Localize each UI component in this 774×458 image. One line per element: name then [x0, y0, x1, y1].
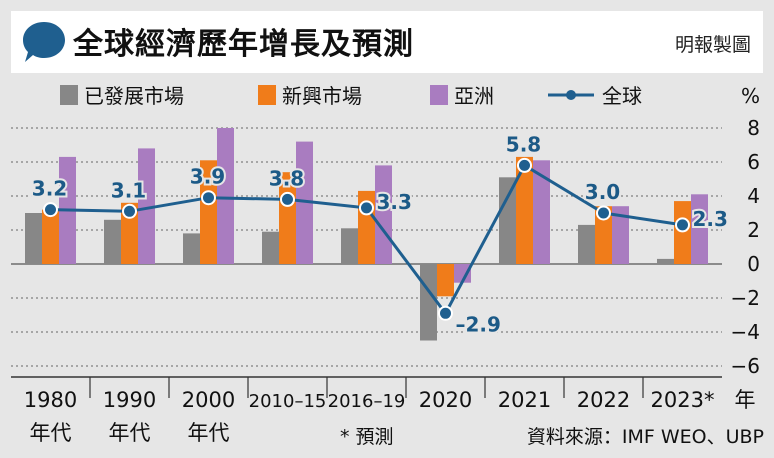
legend: 已發展市場 新興市場 亞洲 全球% — [60, 84, 760, 108]
global-point-6 — [517, 157, 532, 173]
bar-asia-5 — [454, 264, 471, 283]
bar-series — [25, 128, 708, 341]
global-point-0 — [43, 202, 58, 218]
bar-developed-2 — [183, 233, 200, 264]
x-tick-label-7: 2022 — [577, 388, 630, 412]
bar-asia-4 — [375, 165, 392, 264]
global-data-label-0: 3.2 — [32, 177, 67, 201]
x-axis-unit: 年 — [735, 388, 756, 412]
x-tick-label-6: 2021 — [498, 388, 551, 412]
global-point-7 — [596, 205, 611, 221]
x-tick-sublabel-0: 年代 — [30, 421, 72, 445]
bar-developed-4 — [341, 228, 358, 264]
global-data-label-4: 3.3 — [377, 190, 412, 214]
global-data-label-7: 3.0 — [585, 180, 620, 204]
legend-swatch-2 — [430, 85, 448, 105]
bar-developed-3 — [262, 231, 279, 264]
legend-label-2: 亞洲 — [454, 84, 494, 108]
legend-line-marker — [566, 90, 576, 100]
legend-label-0: 已發展市場 — [84, 84, 184, 108]
global-point-4 — [359, 200, 374, 216]
global-data-label-3: 3.8 — [269, 166, 304, 190]
global-data-label-8: 2.3 — [693, 207, 728, 231]
bar-emerging-2 — [200, 160, 217, 264]
chart-title: 全球經濟歷年增長及預測 — [73, 27, 414, 62]
bar-asia-3 — [296, 141, 313, 264]
bar-asia-8 — [691, 194, 708, 264]
global-point-5 — [438, 305, 453, 321]
x-tick-label-1: 1990 — [103, 388, 156, 412]
bar-emerging-7 — [595, 206, 612, 264]
bar-developed-5 — [420, 264, 437, 341]
chart-header: 全球經濟歷年增長及預測 明報製圖 — [11, 11, 763, 73]
bar-developed-6 — [499, 177, 516, 264]
global-point-1 — [122, 203, 137, 219]
x-tick-sublabel-2: 年代 — [188, 421, 230, 445]
y-tick-label-4: 0 — [747, 252, 760, 276]
legend-swatch-1 — [258, 85, 276, 105]
global-point-8 — [675, 217, 690, 233]
bar-emerging-6 — [516, 156, 533, 264]
x-tick-label-8: 2023* — [651, 388, 715, 412]
bar-asia-2 — [217, 128, 234, 264]
global-data-label-5: –2.9 — [456, 312, 501, 336]
speech-bubble-logo-icon — [23, 22, 65, 62]
graphic-credit: 明報製圖 — [674, 34, 751, 56]
bar-asia-7 — [612, 206, 629, 264]
x-tick-label-5: 2020 — [419, 388, 472, 412]
bar-emerging-0 — [42, 209, 59, 264]
bar-emerging-8 — [674, 201, 691, 264]
y-tick-label-7: −6 — [731, 354, 760, 378]
global-line-series: 3.2 3.1 3.9 3.8 3.3 –2.9 5.8 3.0 2.3 — [30, 130, 730, 338]
bar-developed-8 — [657, 258, 674, 264]
y-axis: 8 6 4 2 0 −2 −4 −6 — [731, 116, 760, 378]
y-tick-label-3: 2 — [747, 218, 760, 242]
legend-label-global: 全球 — [602, 84, 642, 108]
bar-emerging-5 — [437, 264, 454, 297]
forecast-note: * 預測 — [340, 426, 394, 448]
legend-swatch-0 — [60, 85, 78, 105]
bar-asia-6 — [533, 160, 550, 264]
x-tick-label-2: 2000 — [182, 388, 235, 412]
y-tick-label-1: 6 — [747, 150, 760, 174]
x-tick-label-3: 2010–15 — [249, 391, 327, 412]
x-axis: 1980 年代 1990 年代 2000 年代 2010–15 2016–19 2020 2021… — [11, 376, 756, 445]
bar-asia-1 — [138, 148, 155, 264]
legend-label-1: 新興市場 — [282, 84, 362, 108]
bar-emerging-1 — [121, 202, 138, 264]
y-tick-label-2: 4 — [747, 184, 760, 208]
bar-developed-7 — [578, 224, 595, 264]
global-data-label-6: 5.8 — [506, 132, 541, 156]
y-tick-label-5: −2 — [731, 286, 760, 310]
y-tick-label-6: −4 — [731, 320, 760, 344]
global-data-label-2: 3.9 — [190, 165, 225, 189]
bar-developed-1 — [104, 219, 121, 264]
source-note: 資料來源：IMF WEO、UBP — [527, 426, 764, 448]
global-data-label-1: 3.1 — [111, 178, 146, 202]
x-tick-label-0: 1980 — [24, 388, 77, 412]
y-tick-label-0: 8 — [747, 116, 760, 140]
global-point-2 — [201, 190, 216, 206]
y-axis-unit: % — [741, 84, 760, 108]
x-tick-sublabel-1: 年代 — [109, 421, 151, 445]
x-tick-label-4: 2016–19 — [328, 391, 406, 412]
bar-developed-0 — [25, 213, 42, 264]
global-point-3 — [280, 191, 295, 207]
